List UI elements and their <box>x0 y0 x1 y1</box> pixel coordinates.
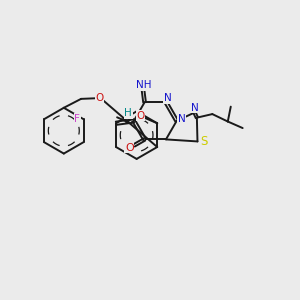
Text: N: N <box>191 103 199 113</box>
Text: N: N <box>164 93 171 103</box>
Text: O: O <box>136 110 145 121</box>
Text: NH: NH <box>136 80 152 90</box>
Text: S: S <box>200 135 208 148</box>
Text: O: O <box>125 143 134 153</box>
Text: H: H <box>124 108 132 118</box>
Text: N: N <box>178 114 185 124</box>
Text: O: O <box>95 93 104 103</box>
Text: H: H <box>124 109 132 119</box>
Text: F: F <box>74 114 80 124</box>
